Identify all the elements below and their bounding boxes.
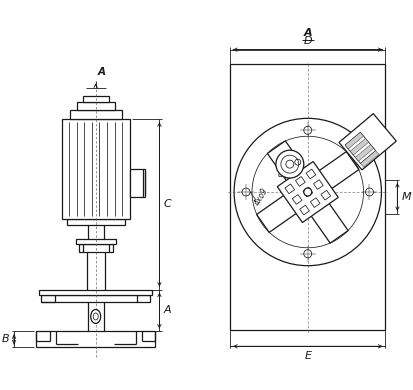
Bar bbox=[292, 195, 301, 204]
Text: 4xo9: 4xo9 bbox=[252, 186, 270, 207]
Bar bbox=[36, 332, 155, 347]
Circle shape bbox=[303, 126, 311, 134]
Circle shape bbox=[242, 188, 249, 196]
Bar bbox=[41, 294, 150, 301]
Text: C: C bbox=[163, 199, 171, 209]
Text: d: d bbox=[277, 170, 282, 179]
Bar bbox=[284, 184, 294, 194]
Ellipse shape bbox=[90, 310, 100, 323]
Bar bbox=[78, 244, 112, 252]
Circle shape bbox=[303, 250, 311, 258]
Circle shape bbox=[280, 155, 298, 173]
Bar bbox=[298, 186, 347, 243]
Bar bbox=[313, 180, 323, 190]
Bar bbox=[295, 177, 304, 186]
Bar bbox=[349, 138, 368, 155]
Bar bbox=[360, 151, 378, 167]
Bar bbox=[70, 110, 121, 119]
Bar bbox=[83, 96, 108, 103]
Bar bbox=[302, 187, 312, 197]
Bar bbox=[62, 119, 129, 219]
Bar bbox=[299, 205, 309, 215]
Text: A: A bbox=[163, 305, 171, 316]
Bar bbox=[305, 169, 315, 179]
Text: A: A bbox=[97, 67, 105, 76]
Circle shape bbox=[303, 188, 311, 196]
Text: D: D bbox=[303, 35, 311, 46]
Circle shape bbox=[275, 150, 303, 178]
Bar bbox=[66, 219, 124, 225]
Bar bbox=[76, 239, 115, 244]
Bar bbox=[301, 152, 358, 201]
Bar bbox=[310, 198, 319, 207]
Bar bbox=[76, 103, 114, 110]
Text: B: B bbox=[2, 334, 9, 344]
Text: M: M bbox=[400, 192, 410, 202]
Bar bbox=[277, 161, 337, 223]
Text: A: A bbox=[303, 28, 311, 38]
Bar bbox=[320, 190, 330, 200]
Bar bbox=[344, 132, 363, 149]
Text: E: E bbox=[304, 351, 311, 361]
Bar bbox=[129, 169, 145, 197]
Bar bbox=[354, 145, 373, 161]
Bar bbox=[344, 132, 375, 163]
Bar bbox=[267, 141, 316, 198]
Bar bbox=[256, 183, 313, 232]
Bar bbox=[338, 113, 395, 170]
Circle shape bbox=[365, 188, 373, 196]
Bar bbox=[39, 290, 152, 294]
Bar bbox=[230, 64, 385, 330]
